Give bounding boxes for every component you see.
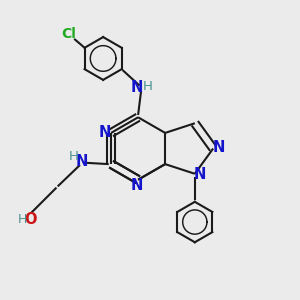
- Text: O: O: [24, 212, 36, 226]
- Text: N: N: [131, 80, 143, 94]
- Text: H: H: [68, 150, 78, 163]
- Text: N: N: [213, 140, 225, 155]
- Text: N: N: [75, 154, 88, 169]
- Text: N: N: [194, 167, 206, 182]
- Text: Cl: Cl: [61, 27, 76, 41]
- Text: N: N: [98, 124, 111, 140]
- Text: H: H: [143, 80, 153, 93]
- Text: H: H: [17, 213, 27, 226]
- Text: N: N: [130, 178, 143, 193]
